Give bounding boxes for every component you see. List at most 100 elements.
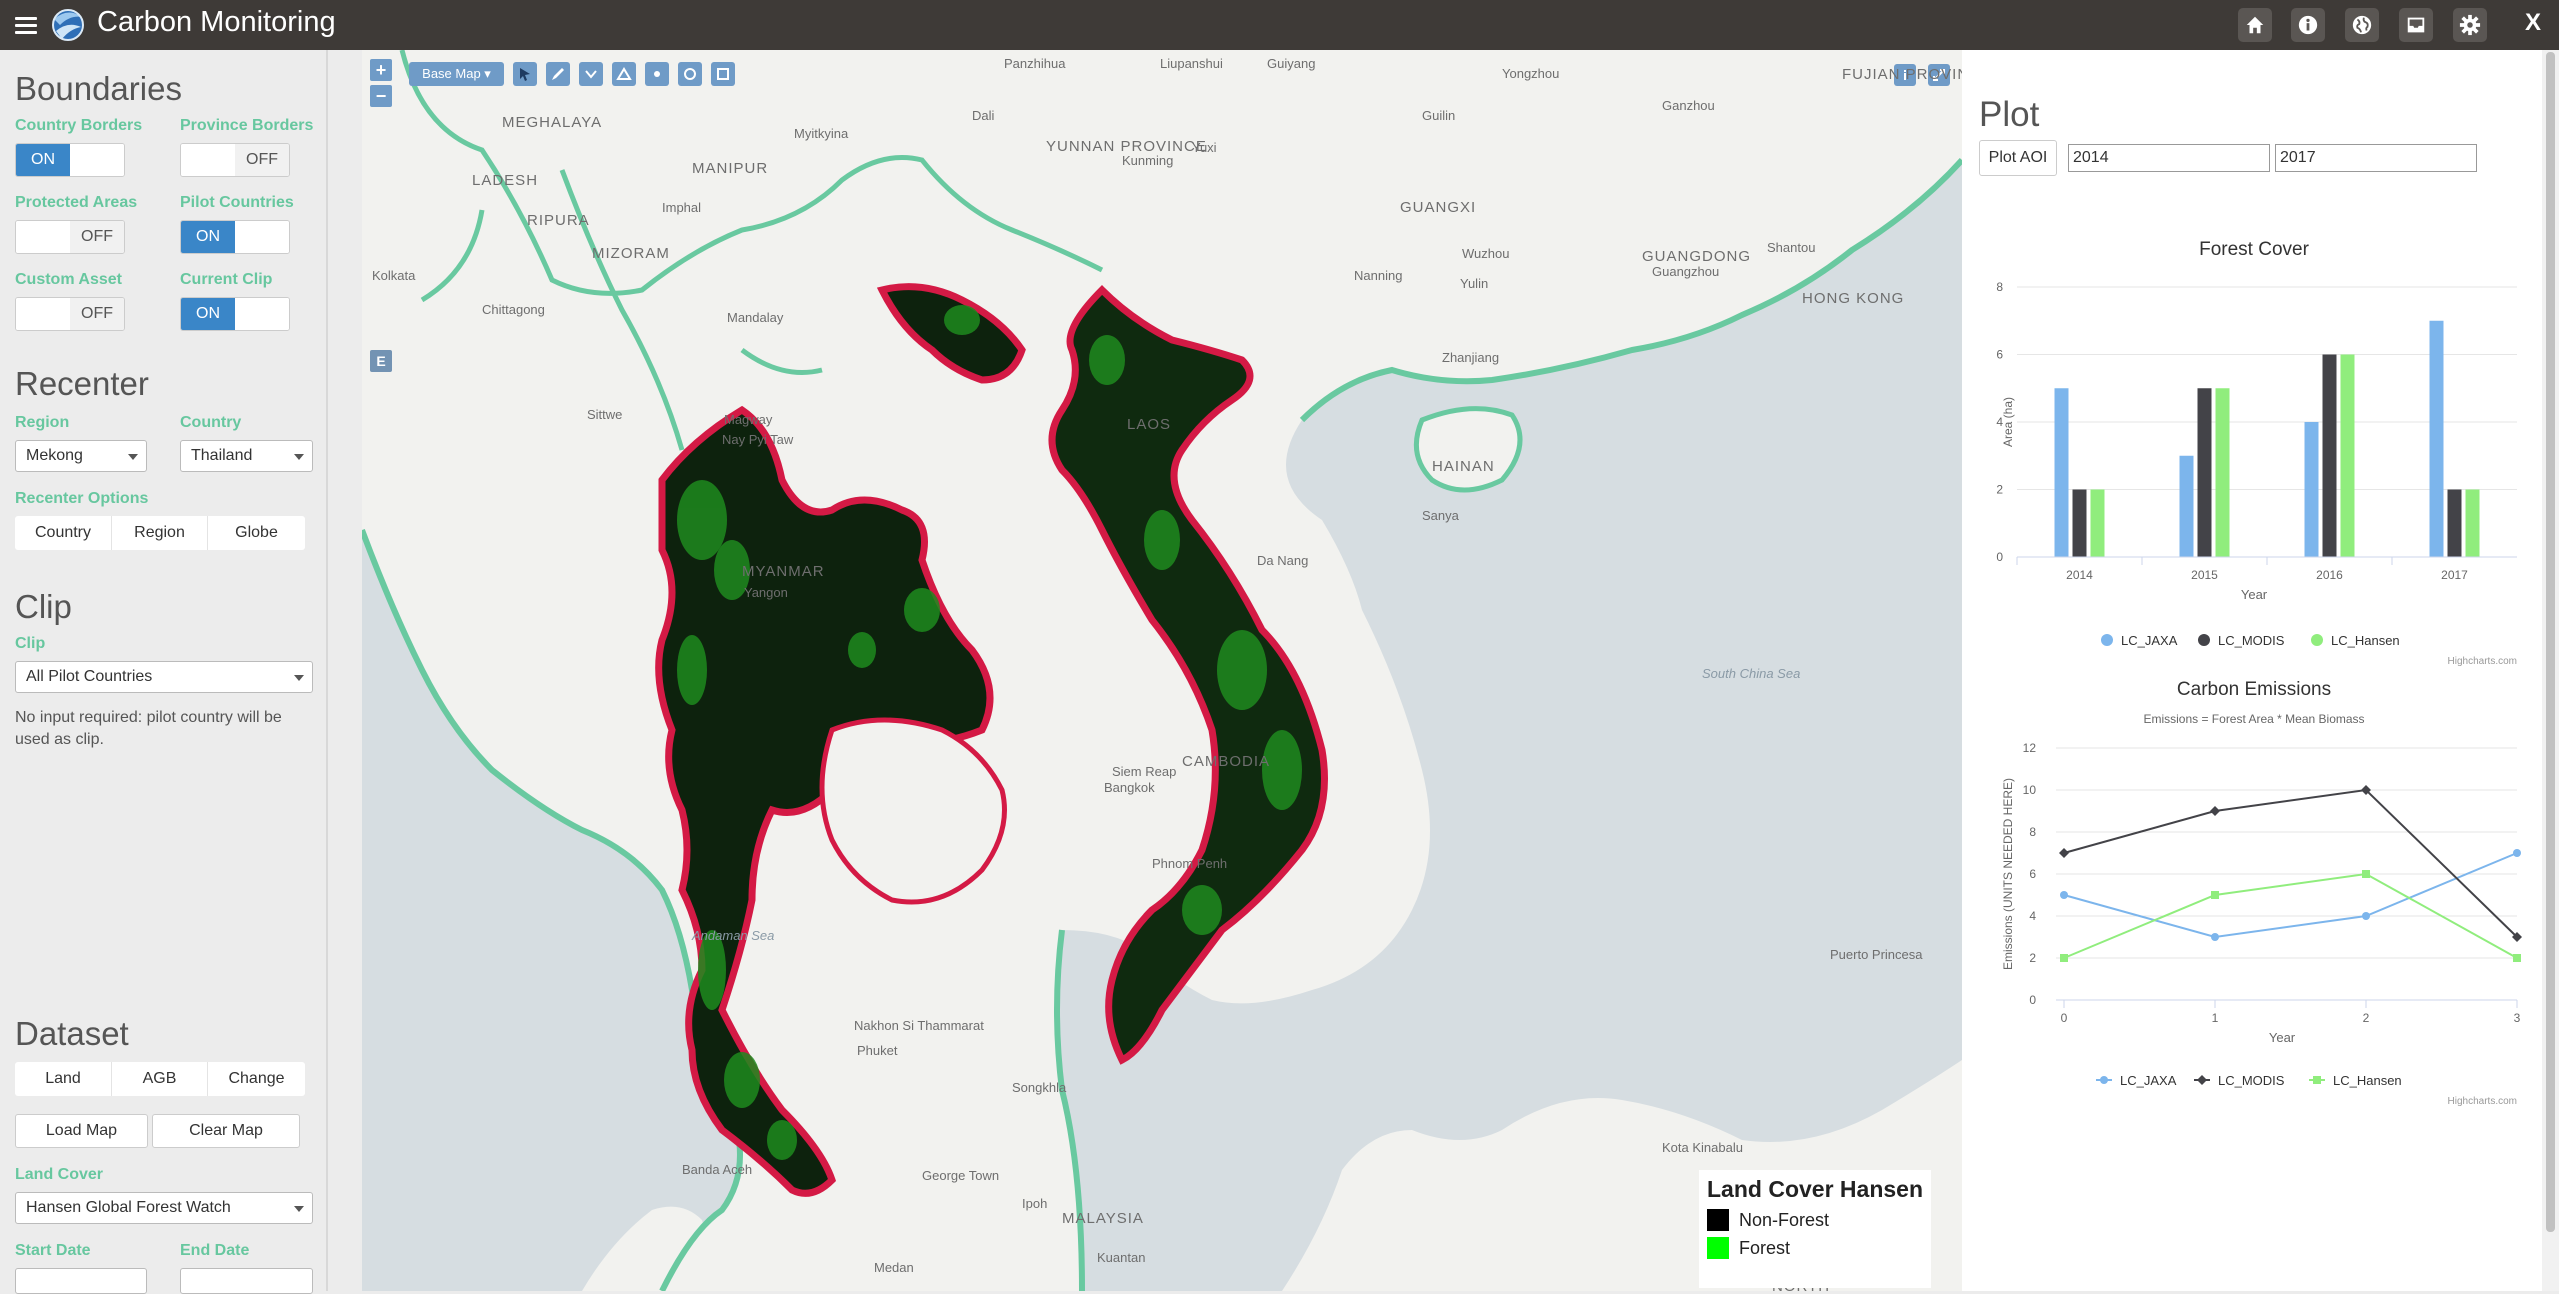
clip-select-value: All Pilot Countries (26, 668, 153, 685)
x-tick-label: 2 (2363, 1011, 2370, 1025)
y-tick-label: 8 (2029, 825, 2036, 839)
sidebar: Boundaries Country Borders ON Province B… (0, 50, 328, 1294)
chevron-down-icon (294, 1206, 304, 1212)
legend-swatch-non-forest (1707, 1209, 1729, 1231)
country-borders-toggle[interactable]: ON (15, 143, 125, 177)
draw-pointer-button[interactable] (513, 62, 537, 86)
chart-title: Carbon Emissions (2177, 679, 2331, 700)
map-label: Ipoh (1022, 1196, 1048, 1211)
fullscreen-button[interactable] (1928, 64, 1950, 86)
map-label: MANIPUR (692, 160, 769, 177)
inbox-icon (2407, 17, 2425, 33)
series-line (2063, 788, 2518, 938)
settings-button[interactable] (2453, 8, 2487, 42)
draw-polygon-button[interactable] (612, 62, 636, 86)
basemap-button[interactable]: Base Map ▾ (409, 62, 504, 86)
close-button[interactable]: X (2524, 9, 2541, 36)
draw-circle-button[interactable] (678, 62, 702, 86)
x-tick-label: 3 (2514, 1011, 2521, 1025)
globe-button[interactable] (2345, 8, 2379, 42)
map-canvas[interactable] (362, 50, 1962, 1291)
map-label: MIZORAM (592, 245, 670, 262)
end-year-input[interactable] (2275, 144, 2477, 172)
map-label: Chittagong (482, 302, 545, 317)
draw-rectangle-button[interactable] (711, 62, 735, 86)
bar (2429, 320, 2444, 557)
chevron-down-icon (128, 454, 138, 460)
land-cover-select[interactable]: Hansen Global Forest Watch (15, 1192, 313, 1224)
map-info-button[interactable] (1894, 64, 1916, 86)
map-view[interactable]: + − E Base Map ▾ Panzhihua Liupanshui Gu… (362, 50, 1962, 1291)
region-select[interactable]: Mekong (15, 440, 147, 472)
map-label: Kuantan (1097, 1250, 1146, 1265)
clear-map-button[interactable]: Clear Map (152, 1114, 300, 1148)
tab-change[interactable]: Change (228, 1070, 285, 1087)
end-date-input[interactable] (180, 1268, 313, 1294)
bar (2072, 489, 2087, 557)
legend-swatch-forest (1707, 1237, 1729, 1259)
map-label: Yangon (744, 585, 788, 600)
map-label: Kota Kinabalu (1662, 1140, 1743, 1155)
x-tick-label: 2015 (2191, 568, 2218, 582)
x-tick-label: 2017 (2441, 568, 2468, 582)
recenter-country-button[interactable]: Country (15, 516, 112, 550)
province-borders-toggle[interactable]: OFF (180, 143, 290, 177)
cambodia-gap (819, 717, 1007, 905)
tab-land[interactable]: Land (15, 1062, 112, 1096)
y-tick-label: 0 (1996, 550, 2003, 564)
map-label: Nanning (1354, 268, 1403, 283)
x-axis-label: Year (2269, 1030, 2296, 1045)
recenter-region-button[interactable]: Region (112, 516, 208, 550)
y-tick-label: 4 (2029, 909, 2036, 923)
load-map-button[interactable]: Load Map (15, 1114, 148, 1148)
plot-aoi-button[interactable]: Plot AOI (1979, 140, 2057, 176)
legend-label: Non-Forest (1739, 1209, 1830, 1230)
recenter-globe-button[interactable]: Globe (235, 524, 278, 541)
data-point (2362, 912, 2370, 920)
legend-item: Non-Forest (1707, 1209, 1923, 1231)
draw-marker-button[interactable] (579, 62, 603, 86)
draw-line-button[interactable] (546, 62, 570, 86)
tab-agb[interactable]: AGB (112, 1062, 208, 1096)
draw-point-button[interactable] (645, 62, 669, 86)
x-tick-label: 1 (2212, 1011, 2219, 1025)
hamburger-menu-icon[interactable] (15, 13, 37, 35)
map-label: HAINAN (1432, 458, 1495, 475)
info-icon (2298, 15, 2318, 35)
map-label: Banda Aceh (682, 1162, 753, 1177)
series-line (2063, 872, 2518, 959)
start-date-input[interactable] (15, 1268, 147, 1294)
clip-select[interactable]: All Pilot Countries (15, 661, 313, 693)
land-cover-label: Land Cover (15, 1166, 104, 1183)
legend-title: Land Cover Hansen (1707, 1176, 1923, 1202)
country-select[interactable]: Thailand (180, 440, 313, 472)
e-button[interactable]: E (370, 350, 392, 372)
rectangle-icon (717, 68, 729, 80)
home-button[interactable] (2238, 8, 2272, 42)
current-clip-toggle[interactable]: ON (180, 297, 290, 331)
map-label: Panzhihua (1004, 56, 1066, 71)
zoom-out-button[interactable]: − (370, 85, 392, 107)
inbox-button[interactable] (2399, 8, 2433, 42)
custom-asset-toggle[interactable]: OFF (15, 297, 125, 331)
zoom-in-button[interactable]: + (370, 59, 392, 81)
toggle-off-state: OFF (70, 221, 124, 253)
scrollbar-thumb[interactable] (2546, 52, 2555, 1232)
bar (2054, 388, 2069, 557)
pilot-countries-toggle[interactable]: ON (180, 220, 290, 254)
map-label: Kunming (1122, 153, 1174, 168)
y-tick-label: 8 (1996, 280, 2003, 294)
protected-areas-toggle[interactable]: OFF (15, 220, 125, 254)
protected-areas-label: Protected Areas (15, 194, 138, 211)
info-button[interactable] (2291, 8, 2325, 42)
pen-icon (552, 68, 564, 80)
map-legend: Land Cover Hansen Non-Forest Forest (1699, 1170, 1931, 1288)
start-year-input[interactable] (2068, 144, 2270, 172)
dataset-title: Dataset (15, 1015, 129, 1052)
map-label: Songkhla (1012, 1080, 1067, 1095)
country-borders (399, 50, 1104, 451)
map-label: Phnom Penh (1152, 856, 1228, 871)
bar (2322, 354, 2337, 557)
y-axis-label: Emissions (UNITS NEEDED HERE) (2001, 778, 2015, 970)
